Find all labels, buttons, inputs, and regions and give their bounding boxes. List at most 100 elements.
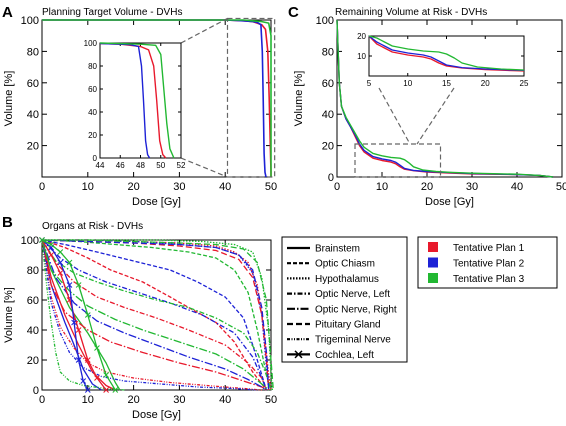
plan-legend-label: Tentative Plan 1 <box>453 243 525 254</box>
panel-a-inset-xtick-label: 46 <box>116 161 125 170</box>
panel-b-series-5 <box>41 239 268 391</box>
panel-b-series-1 <box>41 239 116 391</box>
panel-b-xtick-label: 30 <box>173 394 185 406</box>
panel-b-series-24 <box>41 239 116 391</box>
panel-a-xtick-label: 50 <box>265 181 277 193</box>
structure-legend-label: Hypothalamus <box>315 274 379 285</box>
panel-b-marker <box>66 282 73 288</box>
panel-c-inset-xtick-label: 5 <box>367 79 372 88</box>
panel-b-series-11 <box>41 239 268 391</box>
panel-b-marker <box>94 345 100 351</box>
plan-legend-label: Tentative Plan 2 <box>453 259 525 270</box>
panel-b-series-8 <box>42 239 270 391</box>
panel-b-marker <box>71 319 77 326</box>
panel-a-ylabel: Volume [%] <box>3 71 15 127</box>
panel-a-letter: A <box>2 4 13 21</box>
panel-b: B Organs at Risk - DVHs 0 10 20 30 40 50 0 20 40… <box>2 214 558 421</box>
panel-b-marker <box>94 375 100 381</box>
panel-a-inset-ytick-label: 60 <box>88 85 97 94</box>
structure-legend: Brainstem Optic Chiasm Hypothalamus Optic N… <box>281 236 408 363</box>
panel-a-title: Planning Target Volume - DVHs <box>42 7 182 18</box>
panel-a-xtick-label: 10 <box>82 181 94 193</box>
panel-b-ytick-label: 100 <box>21 235 39 247</box>
panel-b-xtick-label: 0 <box>39 394 45 406</box>
structure-legend-label: Trigeminal Nerve <box>315 335 391 346</box>
structure-legend-marker <box>294 350 303 359</box>
panel-c-ytick-label: 100 <box>316 15 334 27</box>
plan-legend: Tentative Plan 1 Tentative Plan 2 Tentativ… <box>417 236 558 289</box>
panel-b-letter: B <box>2 214 13 231</box>
panel-b-series-23 <box>41 239 89 391</box>
panel-c-zoom-connector <box>378 87 411 145</box>
panel-c: C Remaining Volume at Risk - DVHs 0 10 20 3… <box>288 4 566 208</box>
panel-b-series-15 <box>41 239 270 391</box>
panel-c-xtick-label: 30 <box>466 181 478 193</box>
structure-legend-label: Optic Chiasm <box>315 259 375 270</box>
panel-b-marker <box>103 387 109 393</box>
plan-legend-swatch <box>428 257 438 268</box>
panel-c-plot: 0 10 20 30 40 50 0 20 40 60 80 100 Dose [Gy] Volume [… <box>293 15 566 208</box>
panel-b-marker <box>84 387 91 393</box>
panel-b-title: Organs at Risk - DVHs <box>42 221 143 232</box>
panel-b-series-13 <box>41 239 267 391</box>
panel-c-letter: C <box>288 4 299 21</box>
plan-legend-frame <box>417 236 558 289</box>
panel-c-xtick-label: 40 <box>511 181 523 193</box>
panel-b-plot: 0 10 20 30 40 50 0 20 40 60 80 100 Dose [Gy] Volume [… <box>3 235 277 421</box>
plan-legend-swatch <box>428 273 438 283</box>
panel-b-xlabel: Dose [Gy] <box>132 409 181 421</box>
panel-b-ytick-label: 0 <box>33 385 39 397</box>
panel-c-inset-xtick-label: 15 <box>442 79 451 88</box>
panel-a-inset-xtick-label: 48 <box>136 161 145 170</box>
panel-c-xtick-label: 0 <box>334 181 340 193</box>
panel-c-frame <box>336 19 563 178</box>
panel-b-ytick-label: 80 <box>27 265 39 277</box>
panel-a-inset-xtick-label: 50 <box>156 161 165 170</box>
panel-a-inset-ytick-label: 0 <box>93 154 98 163</box>
panel-c-ytick-label: 0 <box>328 172 334 184</box>
panel-b-marker <box>57 259 64 266</box>
panel-b-series-4 <box>41 239 267 391</box>
panel-b-series-3 <box>41 239 121 391</box>
panel-b-ytick-label: 20 <box>27 355 39 367</box>
panel-b-series-2 <box>41 239 102 391</box>
panel-b-series-20 <box>41 239 258 391</box>
panel-c-xtick-label: 10 <box>376 181 388 193</box>
panel-a-zoom-connector <box>180 157 228 178</box>
panel-b-marker <box>57 249 64 255</box>
panel-a-xtick-label: 0 <box>39 181 45 193</box>
panel-b-marker <box>75 327 82 333</box>
panel-b-marker <box>66 259 73 266</box>
panel-a-inset-xtick-label: 52 <box>177 161 186 170</box>
panel-c-inset-ytick-label: 10 <box>357 52 366 61</box>
panel-a-plot: 0 10 20 30 40 50 20 40 60 80 100 Dose [Gy] Volume [%… <box>3 15 277 208</box>
panel-c-inset-xtick-label: 25 <box>520 79 529 88</box>
panel-c-inset-xtick-label: 20 <box>481 79 490 88</box>
panel-b-xtick-label: 10 <box>82 394 94 406</box>
panel-b-ylabel: Volume [%] <box>3 287 15 343</box>
panel-b-ytick-label: 40 <box>27 325 39 337</box>
panel-b-series-22 <box>41 239 107 391</box>
panel-c-ytick-label: 60 <box>322 78 334 90</box>
panel-c-zoom-box <box>354 143 442 178</box>
panel-b-xtick-label: 20 <box>127 394 139 406</box>
panel-b-marker <box>103 372 109 378</box>
panel-a-inset-ytick-label: 100 <box>84 39 98 48</box>
panel-a-inset-ytick-label: 80 <box>88 62 97 71</box>
panel-a-xtick-label: 30 <box>173 181 185 193</box>
panel-c-ytick-label: 80 <box>322 46 334 58</box>
panel-c-xtick-label: 20 <box>421 181 433 193</box>
panel-b-marker <box>84 312 91 318</box>
panel-c-xtick-label: 50 <box>556 181 566 193</box>
panel-b-marker <box>84 357 91 363</box>
panel-c-xlabel: Dose [Gy] <box>425 196 474 208</box>
panel-a-zoom-box <box>226 17 276 178</box>
panel-b-marker <box>57 270 64 276</box>
panel-a-ytick-label: 20 <box>27 141 39 153</box>
panel-c-inset-series-2 <box>368 35 525 72</box>
panel-a-ytick-label: 80 <box>27 46 39 58</box>
panel-b-series-9 <box>42 239 274 391</box>
panel-c-inset-xtick-label: 10 <box>403 79 412 88</box>
structure-legend-label: Optic Nerve, Left <box>315 289 390 300</box>
panel-a: A Planning Target Volume - DVHs 0 10 20 30 4… <box>2 4 277 208</box>
